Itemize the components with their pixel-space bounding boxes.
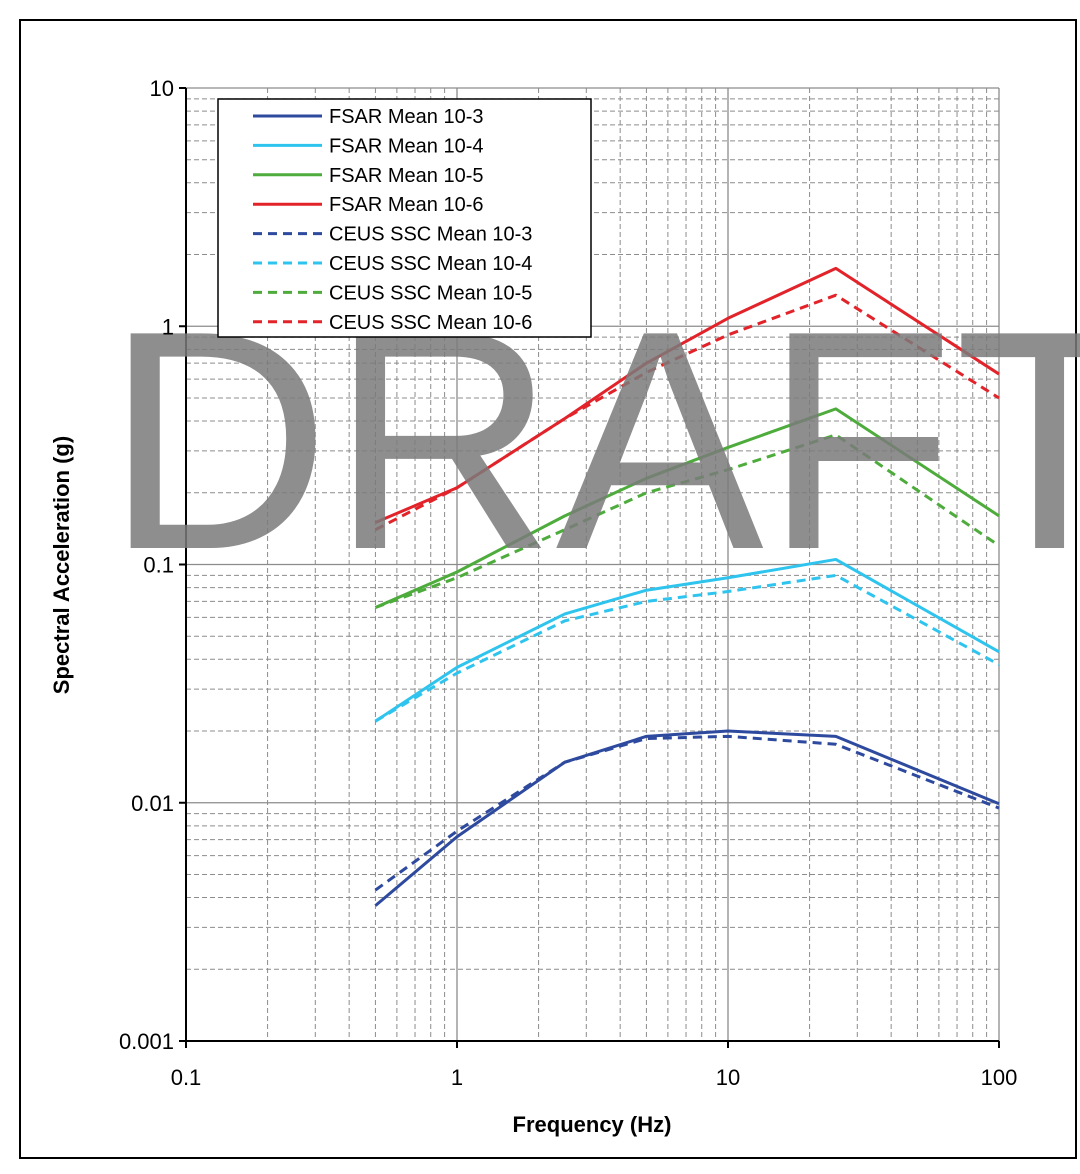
- y-tick-label: 0.001: [119, 1029, 174, 1054]
- y-tick-label: 0.01: [131, 791, 174, 816]
- legend-label: FSAR Mean 10-5: [329, 165, 484, 187]
- legend-label: FSAR Mean 10-3: [329, 106, 484, 128]
- legend-label: CEUS SSC Mean 10-4: [329, 253, 532, 275]
- x-tick-label: 100: [981, 1065, 1018, 1090]
- tick-labels: 0.001 0.01 0.1 1 10 0.1 1 10 100: [119, 76, 1017, 1090]
- legend-label: FSAR Mean 10-4: [329, 135, 484, 157]
- y-tick-label: 1: [162, 314, 174, 339]
- x-tick-label: 0.1: [171, 1065, 202, 1090]
- legend-box: [217, 98, 592, 338]
- x-axis-label: Frequency (Hz): [513, 1112, 672, 1137]
- series-line-8: [374, 293, 1000, 532]
- axes: [179, 87, 1000, 1048]
- y-axis-label: Spectral Acceleration (g): [49, 436, 74, 694]
- legend: FSAR Mean 10-3 FSAR Mean 10-4 FSAR Mean 10…: [217, 98, 592, 338]
- series-line-5: [374, 734, 1000, 892]
- series-lines: [374, 266, 1000, 907]
- series-line-6: [374, 573, 1000, 723]
- legend-label: CEUS SSC Mean 10-5: [329, 282, 532, 304]
- x-tick-label: 1: [451, 1065, 463, 1090]
- y-tick-label: 10: [150, 76, 174, 101]
- legend-label: CEUS SSC Mean 10-6: [329, 312, 532, 334]
- series-line-3: [374, 407, 1000, 609]
- legend-label: FSAR Mean 10-6: [329, 194, 484, 216]
- x-tick-label: 10: [716, 1065, 740, 1090]
- legend-label: CEUS SSC Mean 10-3: [329, 224, 532, 246]
- series-line-1: [374, 729, 1000, 907]
- y-tick-label: 0.1: [143, 553, 174, 578]
- series-line-2: [374, 557, 1000, 723]
